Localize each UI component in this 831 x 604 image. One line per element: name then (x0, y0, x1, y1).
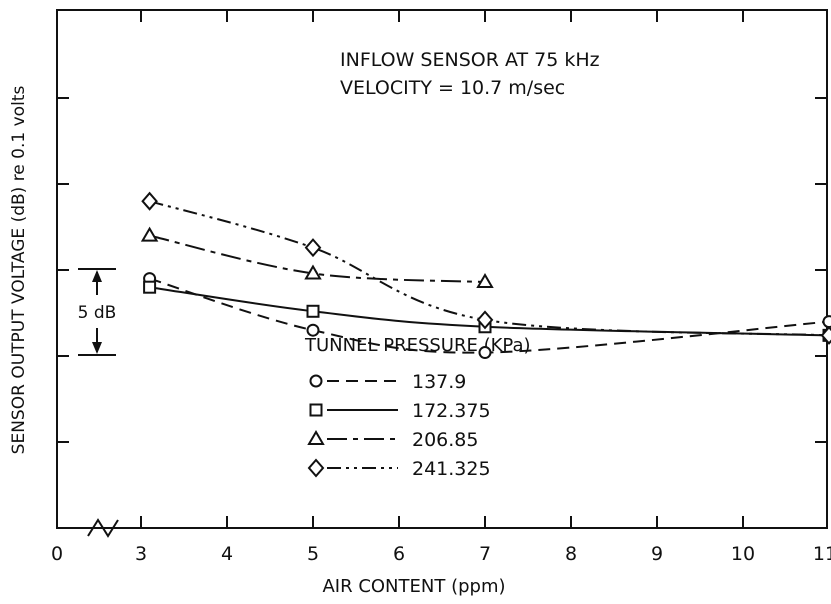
data-point (141, 191, 158, 211)
x-tick-label: 6 (393, 543, 405, 565)
legend-entry: 172.375 (309, 400, 491, 422)
annotation-line-1: INFLOW SENSOR AT 75 kHz (340, 49, 600, 71)
series-group (140, 191, 831, 360)
legend-marker (307, 430, 325, 445)
data-point (140, 226, 159, 242)
x-tick-label: 11 (813, 543, 831, 565)
data-point (306, 323, 320, 337)
legend-marker (307, 458, 325, 478)
legend-marker (309, 374, 323, 388)
legend-label: 137.9 (412, 371, 466, 393)
x-tick-label: 4 (221, 543, 233, 565)
y-axis-label: SENSOR OUTPUT VOLTAGE (dB) re 0.1 volts (9, 86, 29, 455)
data-point (304, 264, 322, 280)
legend-marker (309, 403, 323, 417)
data-point (476, 273, 494, 289)
legend-entry: 206.85 (307, 429, 478, 451)
data-point (304, 238, 322, 258)
legend-label: 172.375 (412, 400, 491, 422)
legend-entry: 241.325 (307, 458, 491, 480)
x-tick-label: 0 (51, 543, 63, 565)
series-206.85 (140, 226, 494, 289)
legend-title: TUNNEL PRESSURE (KPa) (304, 335, 531, 356)
data-point (478, 346, 492, 360)
x-axis-label: AIR CONTENT (ppm) (322, 576, 505, 597)
data-point (822, 315, 831, 329)
annotation-line-2: VELOCITY = 10.7 m/sec (340, 77, 565, 99)
data-point (143, 280, 157, 294)
series-137.9 (143, 272, 831, 360)
x-tick-label: 7 (479, 543, 491, 565)
x-tick-label: 10 (731, 543, 755, 565)
scale-label: 5 dB (78, 303, 117, 323)
legend-label: 241.325 (412, 458, 491, 480)
x-tick-label: 8 (565, 543, 577, 565)
data-point (476, 310, 494, 330)
legend-entry: 137.9 (309, 371, 466, 393)
x-tick-label: 5 (307, 543, 319, 565)
scale-indicator: 5 dB (78, 268, 117, 356)
ticks: 0 3 4 5 6 7 8 9 10 11 (51, 10, 831, 565)
axis-break-mark (87, 518, 119, 538)
series-241.325 (141, 191, 831, 345)
x-tick-label: 3 (135, 543, 147, 565)
legend-label: 206.85 (412, 429, 478, 451)
data-point (820, 325, 831, 345)
series-line (149, 200, 830, 337)
legend: 137.9 172.375 206.85 241.325 (307, 371, 491, 480)
series-line (149, 277, 830, 354)
x-tick-label: 9 (651, 543, 663, 565)
data-point (306, 304, 320, 318)
